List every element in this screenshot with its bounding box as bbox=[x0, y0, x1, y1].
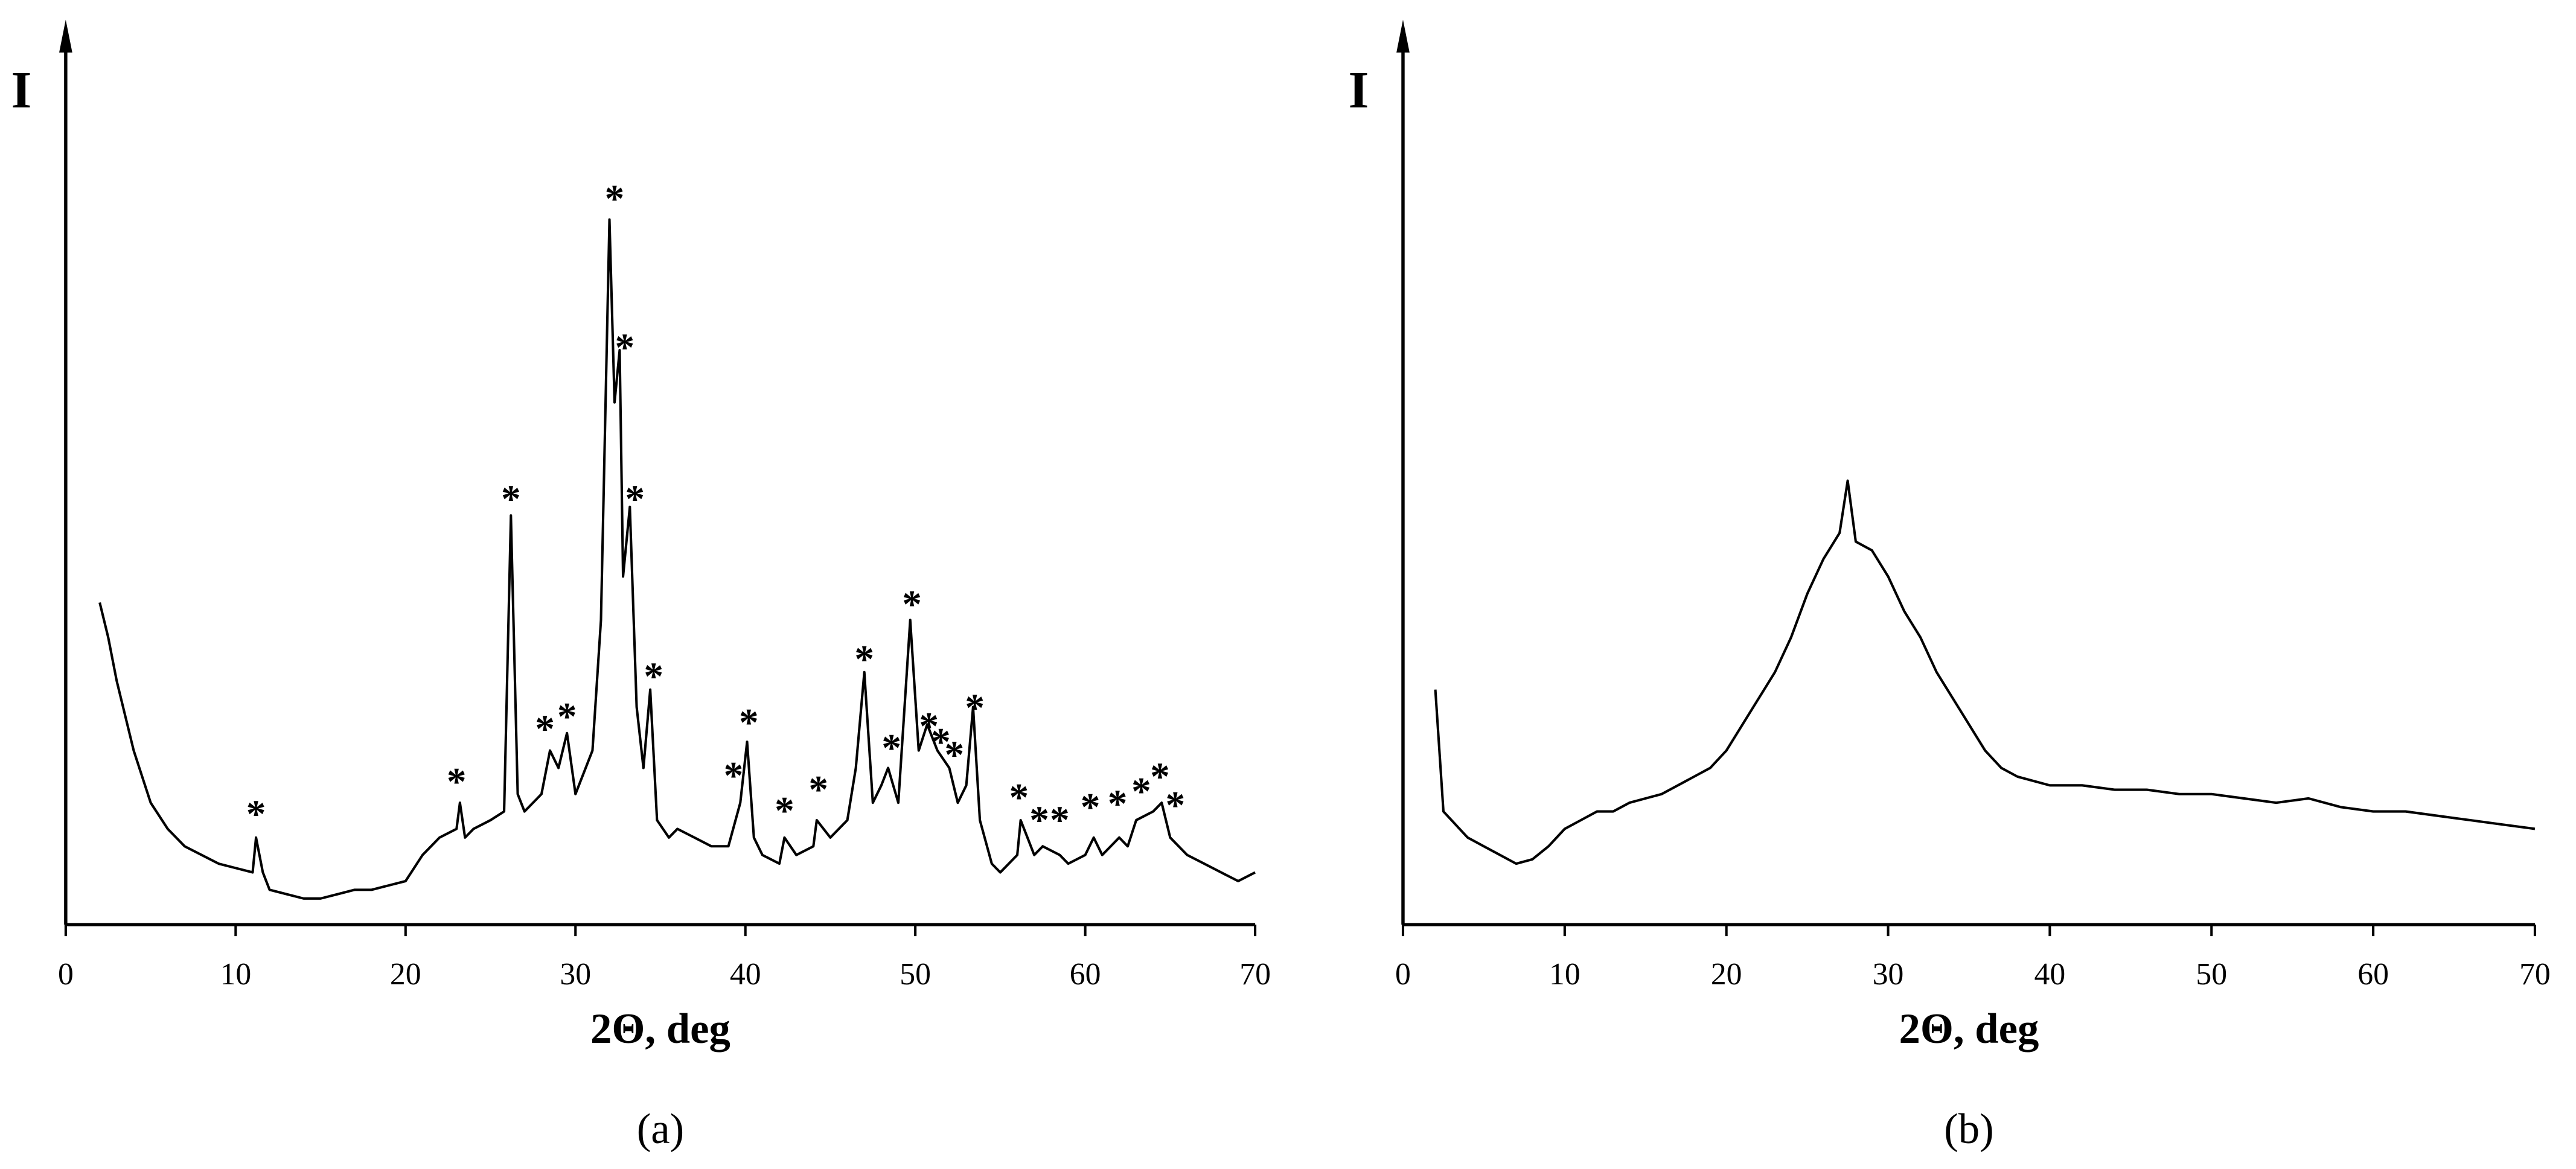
peak-marker: * bbox=[1029, 799, 1049, 843]
x-tick-label: 60 bbox=[2357, 957, 2389, 992]
x-tick-label: 20 bbox=[1711, 957, 1742, 992]
peak-marker: * bbox=[557, 695, 577, 739]
x-tick-label: 30 bbox=[560, 957, 591, 992]
x-tick-label: 20 bbox=[390, 957, 421, 992]
peak-marker: * bbox=[919, 705, 939, 748]
peak-marker: * bbox=[246, 793, 266, 836]
y-axis-arrow bbox=[1396, 19, 1410, 53]
peak-marker: * bbox=[1050, 799, 1070, 843]
y-axis-arrow bbox=[59, 19, 72, 53]
peak-marker: * bbox=[808, 768, 828, 812]
x-axis-label: 2Θ, deg bbox=[1899, 1005, 2039, 1053]
data-line bbox=[1434, 479, 2536, 865]
peak-marker: * bbox=[854, 638, 874, 681]
peak-marker: * bbox=[501, 478, 521, 521]
peak-marker: * bbox=[931, 721, 951, 764]
peak-marker: * bbox=[1165, 784, 1185, 827]
x-tick-label: 40 bbox=[730, 957, 761, 992]
x-tick-label: 30 bbox=[1873, 957, 1904, 992]
x-tick-label: 60 bbox=[1070, 957, 1101, 992]
peak-marker: * bbox=[1150, 756, 1170, 799]
x-tick-label: 0 bbox=[1395, 957, 1411, 992]
x-tick-label: 50 bbox=[900, 957, 931, 992]
x-tick-label: 10 bbox=[220, 957, 251, 992]
peak-marker: * bbox=[1081, 786, 1101, 829]
peak-marker: * bbox=[447, 760, 467, 804]
caption: (a) bbox=[637, 1106, 685, 1153]
peak-marker: * bbox=[965, 687, 985, 730]
x-axis-label: 2Θ, deg bbox=[590, 1005, 730, 1053]
y-axis-label: I bbox=[11, 60, 31, 119]
peak-marker: * bbox=[535, 707, 555, 751]
peak-marker: * bbox=[605, 177, 625, 221]
peak-marker: * bbox=[615, 326, 635, 370]
peak-marker: * bbox=[902, 583, 922, 626]
x-tick-label: 10 bbox=[1549, 957, 1580, 992]
peak-marker: * bbox=[1108, 782, 1128, 826]
data-line bbox=[98, 218, 1256, 900]
caption: (b) bbox=[1944, 1106, 1994, 1153]
peak-marker: * bbox=[881, 727, 901, 770]
peak-marker: * bbox=[739, 701, 759, 745]
peak-marker: * bbox=[625, 478, 645, 521]
peak-marker: * bbox=[724, 754, 744, 798]
x-tick-label: 40 bbox=[2034, 957, 2066, 992]
peak-marker: * bbox=[644, 655, 663, 699]
peak-marker: * bbox=[1131, 770, 1151, 814]
x-tick-label: 70 bbox=[2519, 957, 2551, 992]
y-axis-label: I bbox=[1349, 60, 1369, 119]
peak-marker: * bbox=[1009, 776, 1029, 820]
x-tick-label: 0 bbox=[58, 957, 74, 992]
peak-marker: * bbox=[945, 734, 965, 777]
x-tick-label: 70 bbox=[1239, 957, 1271, 992]
peak-marker: * bbox=[775, 789, 794, 833]
x-tick-label: 50 bbox=[2196, 957, 2227, 992]
